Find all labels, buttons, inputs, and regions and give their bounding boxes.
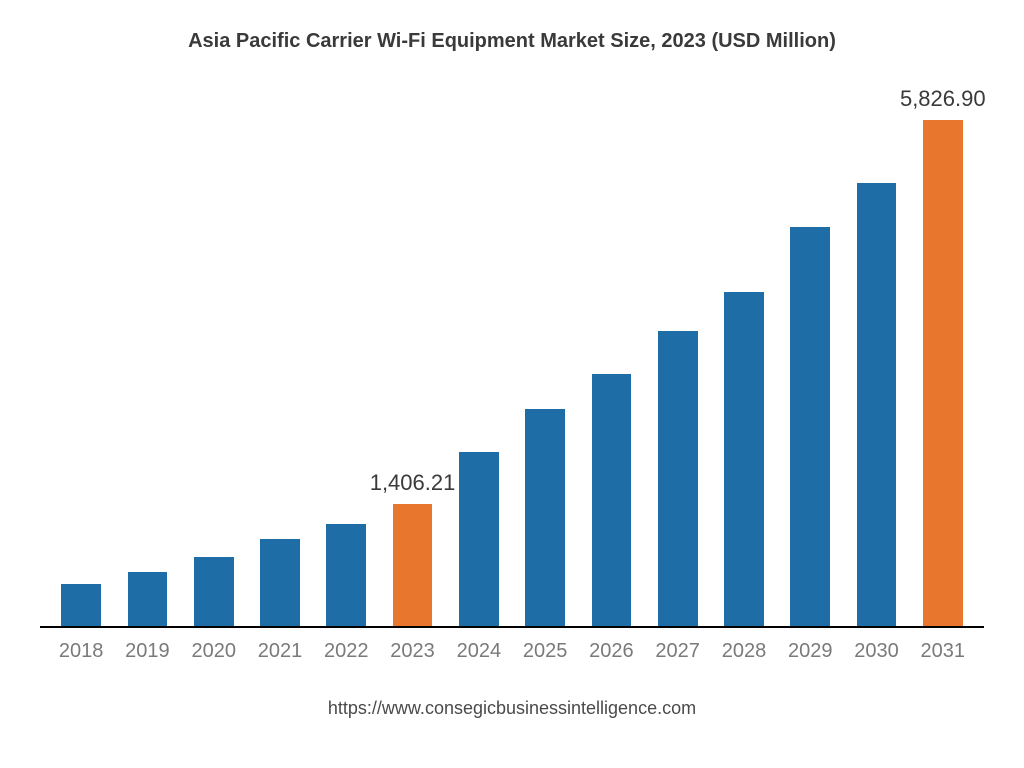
x-axis-labels: 2018201920202021202220232024202520262027…: [40, 628, 984, 663]
bar-2026: [592, 374, 632, 626]
x-axis-label: 2031: [910, 640, 976, 663]
bar-slot: [446, 88, 512, 626]
bar-slot: [645, 88, 711, 626]
bar-slot: [48, 88, 114, 626]
chart-title: Asia Pacific Carrier Wi-Fi Equipment Mar…: [40, 30, 984, 53]
x-axis-label: 2019: [114, 640, 180, 663]
bar-slot: [181, 88, 247, 626]
x-axis-label: 2018: [48, 640, 114, 663]
bars-row: 1,406.21 5,826.90: [40, 88, 984, 626]
bar-slot: [512, 88, 578, 626]
bar-2025: [525, 409, 565, 626]
x-axis-label: 2030: [843, 640, 909, 663]
bar-slot: [777, 88, 843, 626]
bar-slot: 1,406.21: [379, 88, 445, 626]
x-axis-label: 2028: [711, 640, 777, 663]
bar-slot: [114, 88, 180, 626]
bar-2027: [658, 331, 698, 626]
bar-value-label: 5,826.90: [900, 86, 986, 112]
x-axis-label: 2021: [247, 640, 313, 663]
bar-slot: 5,826.90: [910, 88, 976, 626]
source-url: https://www.consegicbusinessintelligence…: [40, 698, 984, 719]
chart-container: Asia Pacific Carrier Wi-Fi Equipment Mar…: [0, 0, 1024, 768]
bar-slot: [313, 88, 379, 626]
bar-2031: 5,826.90: [923, 120, 963, 626]
bar-2020: [194, 557, 234, 626]
x-axis-label: 2022: [313, 640, 379, 663]
bar-2021: [260, 539, 300, 626]
bar-2028: [724, 292, 764, 626]
bar-2019: [128, 572, 168, 626]
bar-slot: [711, 88, 777, 626]
x-axis-label: 2023: [379, 640, 445, 663]
bar-value-label: 1,406.21: [370, 470, 456, 496]
bar-slot: [247, 88, 313, 626]
x-axis-label: 2024: [446, 640, 512, 663]
bar-2024: [459, 452, 499, 626]
bar-2030: [857, 183, 897, 626]
bar-2022: [326, 524, 366, 626]
x-axis-label: 2026: [578, 640, 644, 663]
x-axis-label: 2029: [777, 640, 843, 663]
bar-slot: [843, 88, 909, 626]
bar-2018: [61, 584, 101, 626]
x-axis-label: 2027: [645, 640, 711, 663]
plot-area: 1,406.21 5,826.90: [40, 88, 984, 628]
x-axis-label: 2020: [181, 640, 247, 663]
x-axis-label: 2025: [512, 640, 578, 663]
bar-2023: 1,406.21: [393, 504, 433, 626]
bar-2029: [790, 227, 830, 626]
bar-slot: [578, 88, 644, 626]
